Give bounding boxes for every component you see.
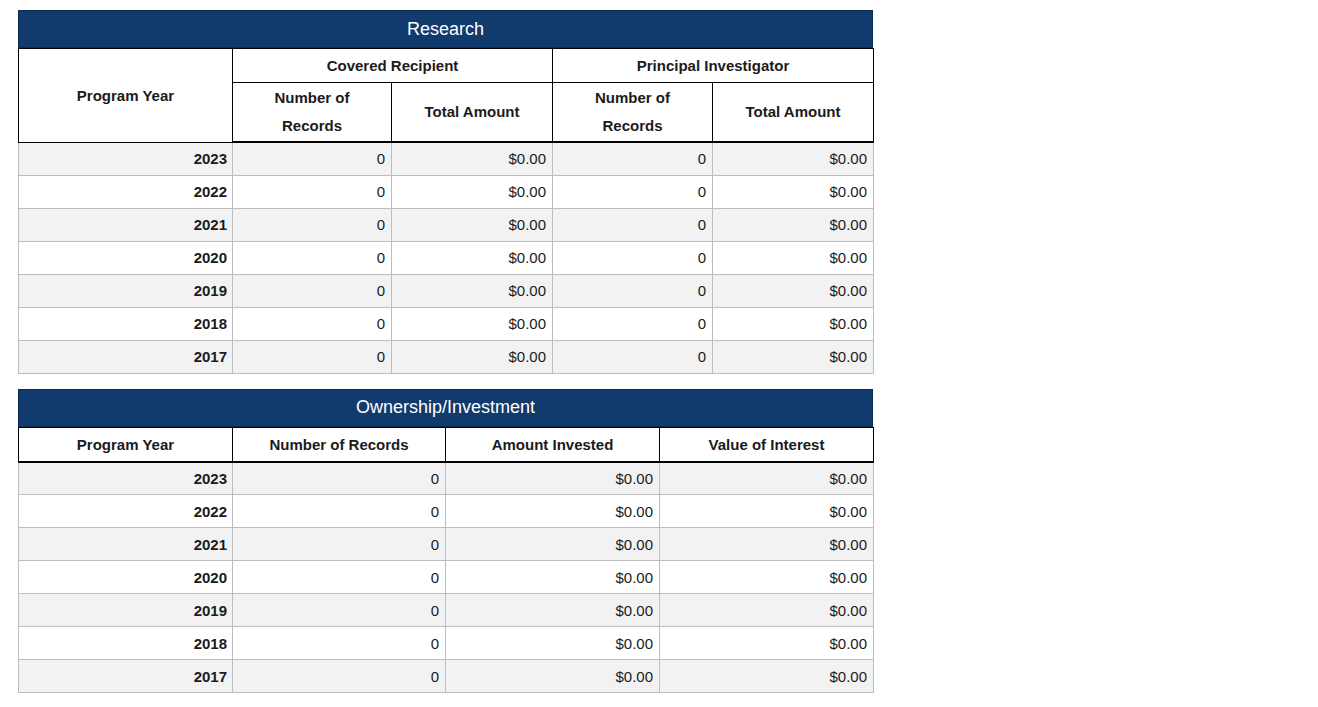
covered-recipient-records-cell: 0 bbox=[233, 175, 392, 208]
principal-investigator-records-cell: 0 bbox=[553, 307, 713, 340]
covered-recipient-total-cell: $0.00 bbox=[392, 142, 553, 175]
value-of-interest-cell: $0.00 bbox=[660, 495, 874, 528]
principal-investigator-total-cell: $0.00 bbox=[713, 241, 874, 274]
program-year-cell: 2017 bbox=[19, 660, 233, 693]
principal-investigator-records-cell: 0 bbox=[553, 274, 713, 307]
amount-invested-header-cell: Amount Invested bbox=[446, 427, 660, 462]
ownership-investment-table-title: Ownership/Investment bbox=[18, 389, 873, 427]
ownership-investment-table: Program Year Number of Records Amount In… bbox=[18, 427, 874, 694]
value-of-interest-cell: $0.00 bbox=[660, 594, 874, 627]
ownership-table-row: 2021 0 $0.00 $0.00 bbox=[19, 528, 874, 561]
covered-recipient-number-of-records-header: Number of Records bbox=[233, 83, 392, 143]
research-table-title: Research bbox=[18, 10, 873, 48]
ownership-table-row: 2017 0 $0.00 $0.00 bbox=[19, 660, 874, 693]
research-section: Research Program Year Covered Recipient … bbox=[18, 10, 873, 374]
value-of-interest-cell: $0.00 bbox=[660, 528, 874, 561]
program-year-cell: 2019 bbox=[19, 274, 233, 307]
principal-investigator-records-cell: 0 bbox=[553, 340, 713, 373]
ownership-table-row: 2018 0 $0.00 $0.00 bbox=[19, 627, 874, 660]
amount-invested-cell: $0.00 bbox=[446, 660, 660, 693]
amount-invested-cell: $0.00 bbox=[446, 561, 660, 594]
research-table-row: 2018 0 $0.00 0 $0.00 bbox=[19, 307, 874, 340]
principal-investigator-total-cell: $0.00 bbox=[713, 307, 874, 340]
ownership-investment-section: Ownership/Investment Program Year Number… bbox=[18, 389, 873, 694]
covered-recipient-total-cell: $0.00 bbox=[392, 175, 553, 208]
research-table-row: 2020 0 $0.00 0 $0.00 bbox=[19, 241, 874, 274]
ownership-header-row: Program Year Number of Records Amount In… bbox=[19, 427, 874, 462]
amount-invested-cell: $0.00 bbox=[446, 594, 660, 627]
ownership-table-row: 2022 0 $0.00 $0.00 bbox=[19, 495, 874, 528]
principal-investigator-total-amount-header: Total Amount bbox=[713, 83, 874, 143]
program-year-cell: 2022 bbox=[19, 175, 233, 208]
program-year-cell: 2019 bbox=[19, 594, 233, 627]
principal-investigator-records-cell: 0 bbox=[553, 142, 713, 175]
program-year-cell: 2023 bbox=[19, 142, 233, 175]
number-of-records-cell: 0 bbox=[233, 561, 446, 594]
value-of-interest-header-cell: Value of Interest bbox=[660, 427, 874, 462]
program-year-cell: 2017 bbox=[19, 340, 233, 373]
program-year-cell: 2020 bbox=[19, 241, 233, 274]
program-year-cell: 2021 bbox=[19, 528, 233, 561]
principal-investigator-total-cell: $0.00 bbox=[713, 274, 874, 307]
number-of-records-header-cell: Number of Records bbox=[233, 427, 446, 462]
covered-recipient-records-cell: 0 bbox=[233, 241, 392, 274]
covered-recipient-records-cell: 0 bbox=[233, 340, 392, 373]
value-of-interest-cell: $0.00 bbox=[660, 660, 874, 693]
ownership-table-row: 2020 0 $0.00 $0.00 bbox=[19, 561, 874, 594]
principal-investigator-group-header: Principal Investigator bbox=[553, 49, 874, 83]
covered-recipient-total-cell: $0.00 bbox=[392, 208, 553, 241]
covered-recipient-total-amount-header: Total Amount bbox=[392, 83, 553, 143]
value-of-interest-cell: $0.00 bbox=[660, 627, 874, 660]
research-table: Program Year Covered Recipient Principal… bbox=[18, 48, 874, 374]
amount-invested-cell: $0.00 bbox=[446, 627, 660, 660]
covered-recipient-total-cell: $0.00 bbox=[392, 241, 553, 274]
principal-investigator-records-cell: 0 bbox=[553, 208, 713, 241]
program-year-cell: 2018 bbox=[19, 307, 233, 340]
amount-invested-cell: $0.00 bbox=[446, 462, 660, 495]
research-group-header-row: Program Year Covered Recipient Principal… bbox=[19, 49, 874, 83]
program-year-cell: 2023 bbox=[19, 462, 233, 495]
number-of-records-cell: 0 bbox=[233, 627, 446, 660]
principal-investigator-records-cell: 0 bbox=[553, 175, 713, 208]
value-of-interest-cell: $0.00 bbox=[660, 561, 874, 594]
program-year-cell: 2018 bbox=[19, 627, 233, 660]
number-of-records-cell: 0 bbox=[233, 660, 446, 693]
principal-investigator-total-cell: $0.00 bbox=[713, 175, 874, 208]
covered-recipient-records-cell: 0 bbox=[233, 307, 392, 340]
covered-recipient-records-cell: 0 bbox=[233, 208, 392, 241]
covered-recipient-group-header: Covered Recipient bbox=[233, 49, 553, 83]
covered-recipient-total-cell: $0.00 bbox=[392, 340, 553, 373]
payments-summary-page: Research Program Year Covered Recipient … bbox=[0, 0, 1318, 693]
covered-recipient-records-cell: 0 bbox=[233, 274, 392, 307]
ownership-table-row: 2023 0 $0.00 $0.00 bbox=[19, 462, 874, 495]
principal-investigator-total-cell: $0.00 bbox=[713, 208, 874, 241]
covered-recipient-total-cell: $0.00 bbox=[392, 274, 553, 307]
principal-investigator-total-cell: $0.00 bbox=[713, 340, 874, 373]
research-table-row: 2023 0 $0.00 0 $0.00 bbox=[19, 142, 874, 175]
program-year-cell: 2022 bbox=[19, 495, 233, 528]
value-of-interest-cell: $0.00 bbox=[660, 462, 874, 495]
ownership-table-row: 2019 0 $0.00 $0.00 bbox=[19, 594, 874, 627]
covered-recipient-records-cell: 0 bbox=[233, 142, 392, 175]
amount-invested-cell: $0.00 bbox=[446, 495, 660, 528]
principal-investigator-number-of-records-header: Number of Records bbox=[553, 83, 713, 143]
research-table-row: 2017 0 $0.00 0 $0.00 bbox=[19, 340, 874, 373]
covered-recipient-total-cell: $0.00 bbox=[392, 307, 553, 340]
research-table-row: 2022 0 $0.00 0 $0.00 bbox=[19, 175, 874, 208]
number-of-records-cell: 0 bbox=[233, 528, 446, 561]
principal-investigator-records-cell: 0 bbox=[553, 241, 713, 274]
program-year-cell: 2020 bbox=[19, 561, 233, 594]
program-year-cell: 2021 bbox=[19, 208, 233, 241]
program-year-header-cell: Program Year bbox=[19, 427, 233, 462]
number-of-records-cell: 0 bbox=[233, 495, 446, 528]
amount-invested-cell: $0.00 bbox=[446, 528, 660, 561]
number-of-records-cell: 0 bbox=[233, 462, 446, 495]
research-table-row: 2021 0 $0.00 0 $0.00 bbox=[19, 208, 874, 241]
program-year-header-cell: Program Year bbox=[19, 49, 233, 143]
research-table-row: 2019 0 $0.00 0 $0.00 bbox=[19, 274, 874, 307]
number-of-records-cell: 0 bbox=[233, 594, 446, 627]
principal-investigator-total-cell: $0.00 bbox=[713, 142, 874, 175]
